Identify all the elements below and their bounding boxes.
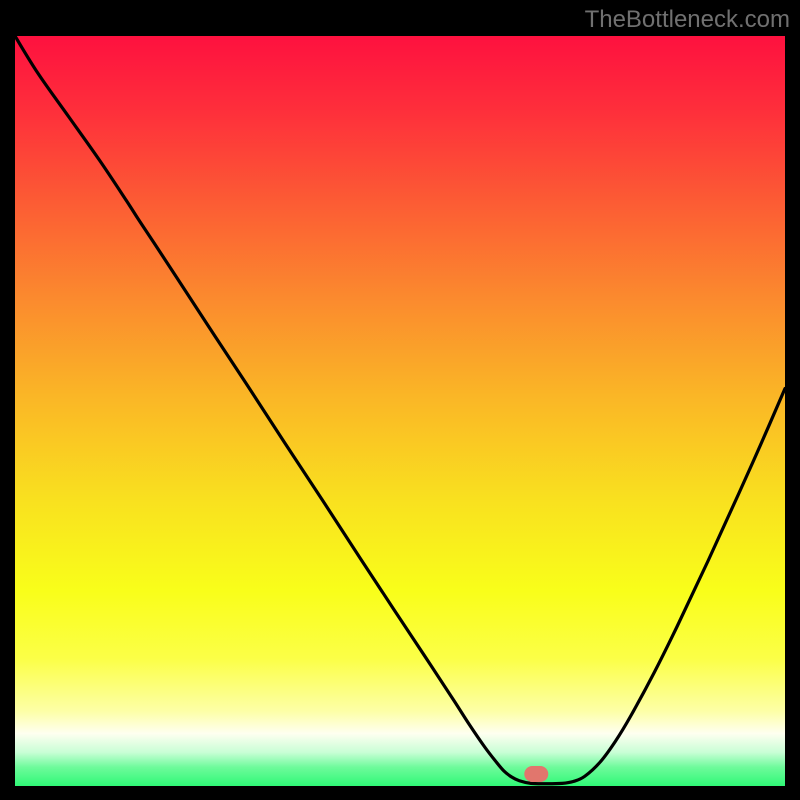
optimal-marker <box>524 766 548 782</box>
chart-background <box>15 36 785 786</box>
bottleneck-chart <box>15 36 785 786</box>
watermark-text: TheBottleneck.com <box>585 6 790 34</box>
chart-svg <box>15 36 785 786</box>
